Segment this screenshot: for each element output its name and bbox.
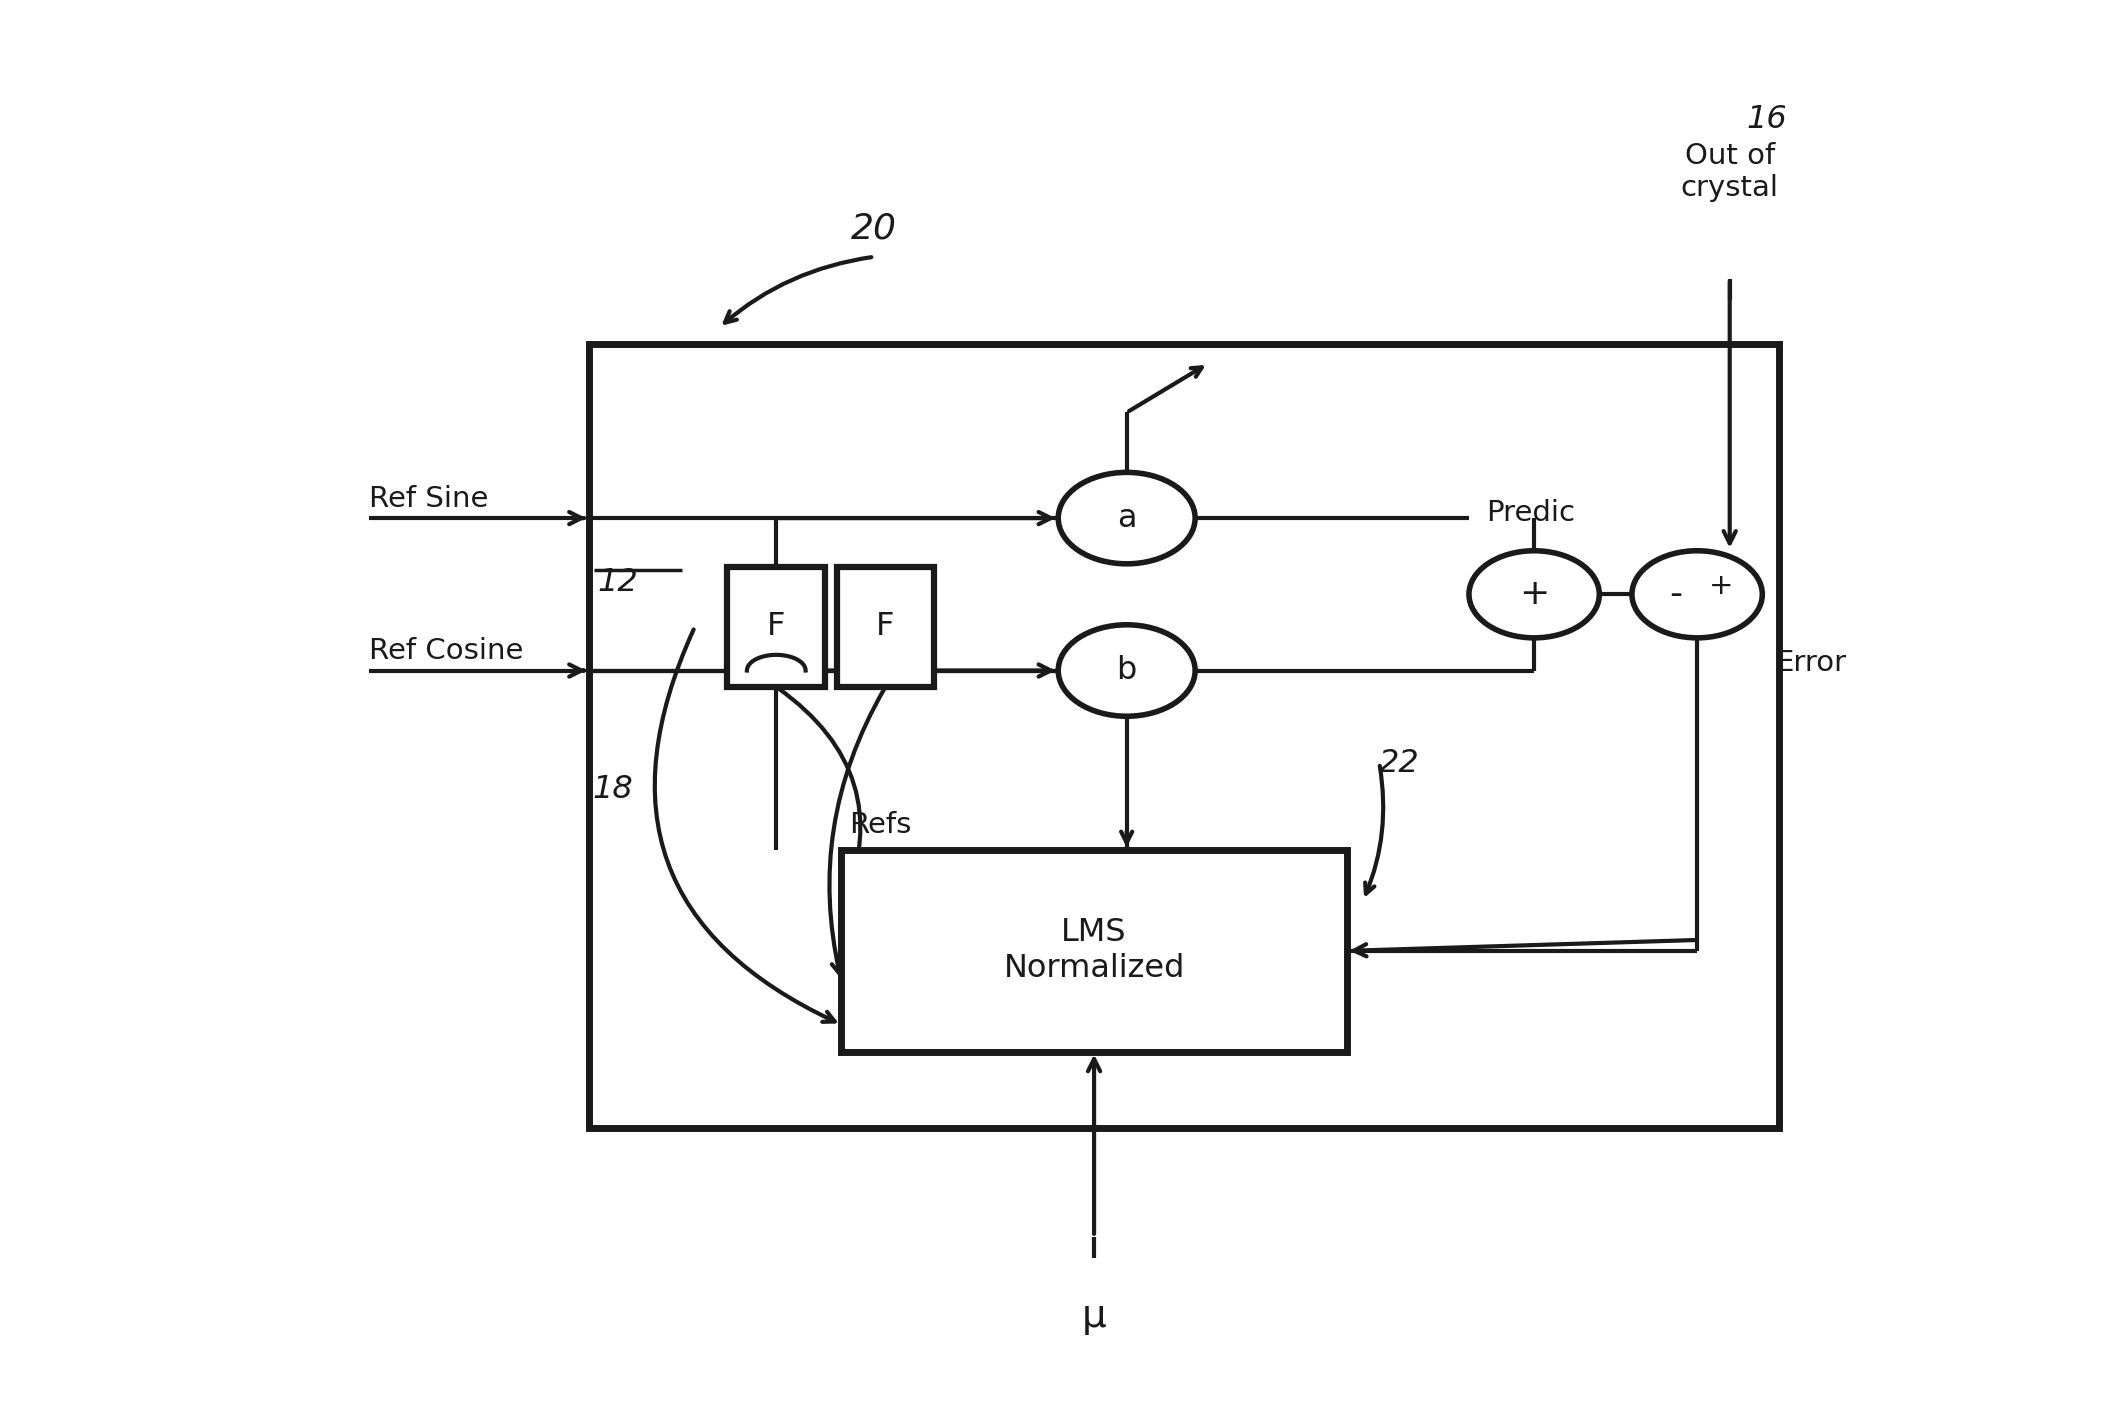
Text: Out of
crystal: Out of crystal [1680, 141, 1779, 202]
Text: 12: 12 [597, 567, 637, 598]
Text: -: - [1670, 577, 1682, 611]
Circle shape [1058, 472, 1195, 564]
Text: a: a [1117, 502, 1136, 533]
Text: +: + [1518, 577, 1550, 611]
Text: 16: 16 [1745, 105, 1788, 136]
Bar [841, 850, 1346, 1052]
Text: Error: Error [1775, 649, 1846, 677]
Text: F: F [877, 611, 894, 642]
Bar [837, 567, 934, 687]
Text: F: F [768, 611, 784, 642]
Text: 20: 20 [852, 212, 898, 246]
Bar [589, 344, 1779, 1128]
Text: +: + [1710, 571, 1733, 600]
Text: μ: μ [1081, 1297, 1106, 1335]
Text: Refs: Refs [850, 812, 913, 840]
Text: b: b [1117, 655, 1138, 686]
Text: Predic: Predic [1487, 499, 1575, 527]
Text: Ref Sine: Ref Sine [368, 485, 488, 513]
Text: LMS
Normalized: LMS Normalized [1003, 918, 1184, 984]
Circle shape [1468, 550, 1600, 638]
Text: Ref Cosine: Ref Cosine [368, 638, 524, 665]
Text: 22: 22 [1380, 748, 1420, 779]
Text: 18: 18 [593, 773, 633, 805]
Bar [728, 567, 824, 687]
Circle shape [1632, 550, 1762, 638]
Circle shape [1058, 625, 1195, 717]
